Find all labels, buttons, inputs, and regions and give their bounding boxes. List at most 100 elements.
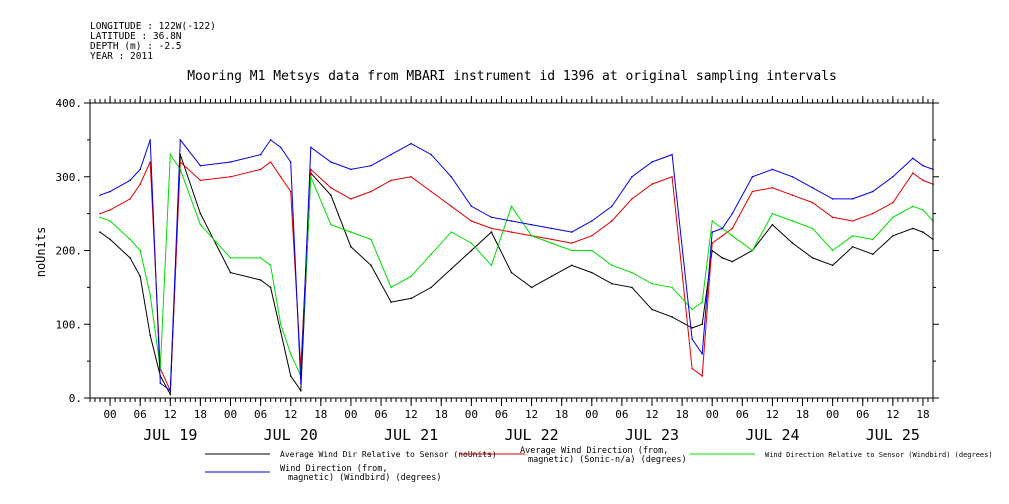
series-4-point bbox=[99, 194, 101, 196]
series-line-3 bbox=[99, 153, 934, 377]
series-1-point bbox=[330, 194, 332, 196]
series-3-point bbox=[701, 301, 703, 303]
series-3-point bbox=[139, 249, 141, 252]
series-4-point bbox=[370, 164, 372, 167]
series-2-point bbox=[771, 187, 774, 189]
x-day-label: JUL 21 bbox=[384, 426, 438, 444]
legend-label-1: Average Wind Dir Relative to Sensor (noU… bbox=[280, 450, 497, 459]
series-2-point bbox=[510, 231, 513, 233]
y-tick-label: 300. bbox=[56, 171, 83, 184]
series-3-point bbox=[490, 264, 493, 267]
series-4-point bbox=[611, 205, 613, 208]
series-4-point bbox=[671, 153, 673, 156]
series-2-point bbox=[310, 168, 312, 171]
series-4-point bbox=[289, 161, 292, 163]
series-1-point bbox=[370, 264, 372, 267]
series-1-point bbox=[109, 238, 111, 241]
series-2-point bbox=[259, 168, 262, 171]
series-3-point bbox=[872, 238, 874, 241]
series-line-2 bbox=[99, 160, 934, 391]
series-1-point bbox=[289, 375, 292, 377]
series-2-point bbox=[99, 212, 101, 215]
series-1-point bbox=[851, 246, 854, 248]
series-1-point bbox=[791, 242, 794, 244]
series-4-point bbox=[109, 190, 111, 193]
series-1-point bbox=[470, 249, 473, 252]
series-1-point bbox=[530, 286, 533, 289]
series-3-point bbox=[851, 235, 854, 237]
series-1-point bbox=[831, 264, 834, 267]
x-tick-label: 18 bbox=[796, 408, 809, 421]
series-2-point bbox=[450, 205, 453, 208]
series-3-point bbox=[691, 308, 693, 311]
series-2-point bbox=[279, 176, 282, 178]
series-2-point bbox=[470, 220, 473, 222]
series-4-point bbox=[651, 161, 653, 163]
x-tick-label: 18 bbox=[194, 408, 207, 421]
metadata-block: LONGITUDE : 122W(-122) LATITUDE : 36.8N … bbox=[90, 22, 216, 62]
series-3-point bbox=[651, 282, 653, 285]
series-3-point bbox=[289, 353, 292, 355]
series-3-point bbox=[550, 242, 553, 244]
series-3-point bbox=[310, 176, 312, 178]
legend-label-4: Wind Direction (from, bbox=[280, 464, 387, 474]
series-3-point bbox=[169, 153, 172, 156]
series-4-point bbox=[169, 389, 172, 392]
x-day-label: JUL 19 bbox=[143, 426, 197, 444]
series-4-point bbox=[631, 176, 633, 178]
legend-label-2-line2: magnetic) (Sonic-n/a) (degrees) bbox=[528, 455, 687, 465]
series-3-point bbox=[129, 238, 131, 241]
series-2-point bbox=[289, 190, 292, 193]
series-3-point bbox=[269, 264, 272, 267]
series-1-point bbox=[591, 271, 593, 274]
x-tick-label: 12 bbox=[645, 408, 658, 421]
series-3-point bbox=[570, 249, 573, 252]
y-tick-label: 0. bbox=[69, 392, 82, 405]
series-1-point bbox=[279, 330, 282, 333]
x-tick-label: 06 bbox=[736, 408, 749, 421]
series-2-point bbox=[691, 367, 693, 370]
series-2-point bbox=[751, 190, 754, 193]
x-day-label: JUL 23 bbox=[625, 426, 679, 444]
series-2-point bbox=[199, 179, 202, 182]
series-2-point bbox=[570, 242, 573, 244]
x-tick-label: 06 bbox=[374, 408, 387, 421]
latitude-text: LATITUDE : 36.8N bbox=[90, 31, 182, 42]
series-2-point bbox=[129, 198, 131, 200]
series-3-point bbox=[350, 231, 352, 233]
series-2-point bbox=[731, 227, 734, 230]
series-3-point bbox=[199, 223, 202, 226]
series-1-point bbox=[390, 301, 392, 303]
series-2-point bbox=[811, 201, 814, 204]
series-2-point bbox=[872, 212, 874, 215]
series-4-point bbox=[430, 153, 433, 156]
series-2-point bbox=[149, 161, 151, 163]
series-3-point bbox=[390, 286, 392, 289]
series-4-point bbox=[510, 220, 513, 222]
series-4-point bbox=[771, 168, 774, 171]
series-1-point bbox=[229, 271, 232, 274]
x-tick-label: 12 bbox=[284, 408, 297, 421]
series-4-point bbox=[731, 212, 734, 215]
series-1-point bbox=[510, 271, 513, 274]
series-1-point bbox=[300, 389, 302, 392]
series-4-point bbox=[721, 227, 724, 230]
axes-layer: 0. 100. 200. 300. 400. 00 06 12 18 00 06 12 18 00 06 12… bbox=[56, 96, 939, 444]
x-tick-label: 00 bbox=[344, 408, 357, 421]
x-tick-label: 06 bbox=[615, 408, 628, 421]
x-tick-label: 18 bbox=[916, 408, 929, 421]
series-3-point bbox=[410, 275, 412, 278]
series-2-point bbox=[430, 190, 433, 193]
series-4-point bbox=[279, 146, 282, 149]
series-3-point bbox=[510, 205, 513, 208]
year-text: YEAR : 2011 bbox=[90, 51, 153, 62]
legend: Average Wind Dir Relative to Sensor (noU… bbox=[205, 446, 993, 483]
series-2-point bbox=[269, 161, 272, 163]
series-2-point bbox=[892, 201, 894, 204]
series-2-point bbox=[390, 179, 392, 182]
series-4-point bbox=[530, 223, 533, 226]
series-3-point bbox=[430, 253, 433, 255]
legend-label-3: Wind Direction Relative to Sensor (Windb… bbox=[765, 451, 993, 459]
series-3-point bbox=[530, 235, 533, 237]
series-4-point bbox=[922, 164, 924, 167]
